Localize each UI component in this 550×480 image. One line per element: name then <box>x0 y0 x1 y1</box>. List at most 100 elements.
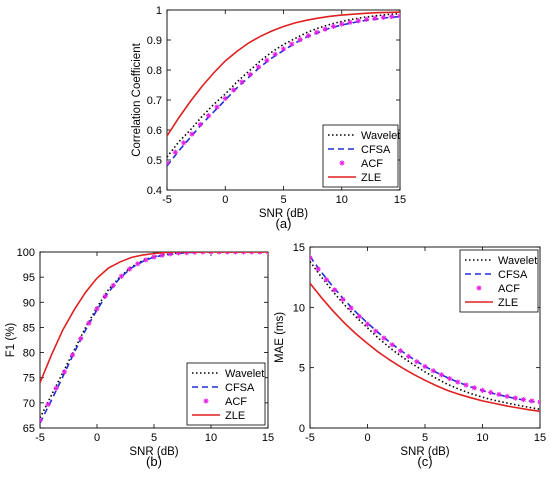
chart-a-ytick-label: 0.8 <box>147 65 162 77</box>
chart-a-acf-point <box>172 149 178 155</box>
chart-a-acf-point <box>247 71 253 78</box>
chart-a-acf-point <box>197 121 203 128</box>
chart-a-acf-point <box>167 160 170 166</box>
chart-a-acf-point <box>364 16 370 22</box>
chart-a-acf-point <box>181 140 187 146</box>
chart-c-legend-zle-label: ZLE <box>498 297 518 309</box>
chart-b-acf-point <box>86 320 92 326</box>
chart-b-acf-point <box>102 293 108 299</box>
chart-a-legend-acf-label: ACF <box>361 158 383 170</box>
chart-b-acf-point <box>232 252 239 255</box>
chart-a-acf-point <box>214 104 220 110</box>
chart-a-legend-cfsa-label: CFSA <box>361 144 391 156</box>
chart-a-acf-point <box>339 21 345 27</box>
chart-c-legend-acf-label: ACF <box>498 283 520 295</box>
chart-a-ytick-label: 0.4 <box>147 185 162 197</box>
chart-b-acf-point <box>110 282 116 289</box>
chart-b-acf-point <box>45 401 51 407</box>
chart-b-acf-point <box>151 254 157 260</box>
chart-c-acf-point <box>422 363 428 370</box>
chart-c-acf-point <box>447 376 453 382</box>
chart-a-acf-point <box>264 57 270 63</box>
chart-b-x-axis-label: SNR (dB) <box>129 446 178 458</box>
chart-c-acf-point <box>471 385 477 391</box>
chart-c-wavelet-line <box>310 261 540 411</box>
chart-b-acf-point <box>143 257 149 263</box>
chart-c-ytick-label: 15 <box>293 242 305 254</box>
chart-a-legend: Wavelet CFSA ACF ZLE <box>322 124 400 188</box>
chart-c-caption: (c) <box>417 454 432 469</box>
chart-b-acf-point <box>175 252 182 256</box>
chart-b-legend-acf-swatch <box>203 398 209 404</box>
chart-a-acf-point <box>297 37 303 43</box>
chart-b-ytick-label: 70 <box>23 398 35 410</box>
chart-b-ytick-label: 80 <box>23 348 35 360</box>
chart-c-xtick-label: 15 <box>534 432 546 444</box>
chart-b-legend-wavelet-label: Wavelet <box>225 368 264 380</box>
chart-c-acf-point <box>537 399 540 405</box>
chart-a-caption: (a) <box>276 216 292 231</box>
chart-a-legend-acf-swatch <box>339 160 345 166</box>
chart-b-xtick-label: 15 <box>262 432 274 444</box>
chart-a-acf-point <box>189 131 195 137</box>
chart-b-wavelet-line <box>40 252 268 419</box>
chart-c-ytick-label: 0 <box>299 423 305 435</box>
chart-c-acf-point <box>479 387 486 393</box>
chart-a-ytick-label: 0.6 <box>147 125 162 137</box>
chart-c-acf-point <box>488 389 494 396</box>
chart-c-acf-point <box>520 397 527 403</box>
chart-b-acf-point <box>94 306 100 312</box>
chart-a-x-axis-label: SNR (dB) <box>259 208 308 220</box>
chart-a-acf-point <box>397 13 400 19</box>
chart-b-ytick-label: 90 <box>23 297 35 309</box>
chart-b-acf-point <box>208 252 214 255</box>
chart-a-acf-point <box>380 14 386 21</box>
chart-b-acf-point <box>224 252 230 255</box>
chart-b-acf-point <box>69 352 76 358</box>
chart-b-acf-point <box>135 261 141 267</box>
chart-b-ytick-label: 65 <box>23 423 35 435</box>
chart-a-ytick-label: 0.9 <box>147 35 162 47</box>
chart-c-legend-acf-swatch <box>476 285 482 291</box>
chart-c-legend-cfsa-label: CFSA <box>498 269 528 281</box>
chart-b-acf-point <box>265 252 268 255</box>
chart-c-xtick-label: 0 <box>364 432 370 444</box>
chart-b-ytick-label: 75 <box>23 373 35 385</box>
chart-b-legend-acf-label: ACF <box>225 396 247 408</box>
chart-a-acf-point <box>314 29 320 35</box>
chart-c-acf-point <box>529 398 535 404</box>
chart-b-acf-point <box>78 336 84 342</box>
chart-c-acf-point <box>315 266 321 272</box>
chart-c-legend: Wavelet CFSA ACF ZLE <box>459 249 539 313</box>
chart-c-acf-point <box>512 395 518 401</box>
chart-c-series-group <box>310 255 540 413</box>
chart-a-ytick-label: 0.5 <box>147 155 162 167</box>
chart-b-acf-point <box>126 266 133 272</box>
chart-b-ytick-label: 95 <box>23 272 35 284</box>
chart-c-acf-point <box>356 313 362 320</box>
chart-b-acf-point <box>216 252 222 255</box>
chart-b-xtick-label: 0 <box>94 432 100 444</box>
chart-a-legend-wavelet-label: Wavelet <box>361 130 400 142</box>
chart-b-xtick-label: 10 <box>205 432 217 444</box>
chart-a-acf-point <box>280 46 287 52</box>
chart-c-acf-point <box>397 348 403 354</box>
chart-a-acf-point <box>372 15 378 21</box>
chart-a-acf-point <box>206 113 212 119</box>
chart-c-xtick-label: 10 <box>476 432 488 444</box>
chart-a-acf-point <box>289 41 295 47</box>
chart-a-acf-point <box>272 51 278 57</box>
chart-c-x-axis-label: SNR (dB) <box>400 446 449 458</box>
chart-b-ytick-label: 100 <box>17 247 35 259</box>
chart-c-acf-point <box>323 277 330 283</box>
chart-c-y-axis-label: MAE (ms) <box>274 312 286 363</box>
chart-a-xtick-label: -5 <box>162 194 172 206</box>
chart-a-xtick-label: 15 <box>394 194 406 206</box>
chart-a-acf-point <box>230 87 237 93</box>
chart-b-acf-point <box>61 369 68 375</box>
chart-c-acf-point <box>405 353 412 360</box>
chart-a-legend-box <box>322 124 399 188</box>
chart-c-acf-point <box>455 379 461 385</box>
chart-b-acf-point <box>257 252 263 255</box>
